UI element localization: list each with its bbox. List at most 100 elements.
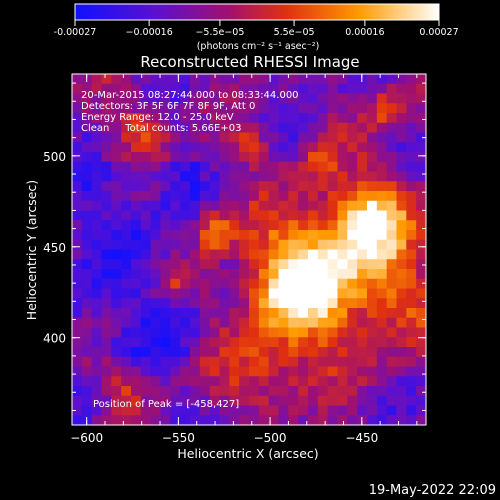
heatmap-cell — [209, 405, 221, 416]
heatmap-cell — [258, 298, 270, 309]
heatmap-cell — [81, 317, 93, 329]
heatmap-cell — [150, 308, 162, 319]
heatmap-cell — [416, 298, 426, 309]
heatmap-cell — [121, 366, 132, 377]
heatmap-cell — [268, 259, 280, 270]
heatmap-cell — [317, 103, 329, 114]
heatmap-cell — [317, 356, 329, 368]
heatmap-cell — [160, 317, 171, 329]
heatmap-cell — [190, 308, 201, 319]
heatmap-cell — [81, 220, 93, 231]
heatmap-cell — [91, 356, 103, 368]
heatmap-cell — [337, 249, 348, 260]
heatmap-cell — [121, 386, 132, 397]
heatmap-cell — [308, 317, 319, 329]
heatmap-cell — [239, 220, 250, 231]
heatmap-cell — [170, 366, 181, 377]
heatmap-cell — [416, 93, 426, 104]
heatmap-cell — [288, 288, 299, 299]
heatmap-cell — [317, 366, 329, 377]
heatmap-cell — [317, 230, 329, 241]
heatmap-cell — [347, 327, 358, 338]
heatmap-cell — [101, 122, 112, 134]
heatmap-cell — [150, 161, 162, 173]
y-tick-label: 500 — [43, 150, 66, 164]
heatmap-cell — [278, 298, 289, 309]
heatmap-cell — [317, 405, 329, 416]
heatmap-cell — [308, 366, 319, 377]
heatmap-cell — [91, 239, 103, 251]
heatmap-cell — [308, 249, 319, 260]
heatmap-cell — [396, 132, 407, 143]
heatmap-cell — [367, 337, 378, 348]
heatmap-cell — [298, 142, 309, 153]
heatmap-cell — [160, 327, 171, 338]
heatmap-cell — [131, 395, 142, 407]
heatmap-cell — [268, 230, 280, 241]
heatmap-cell — [229, 386, 240, 397]
heatmap-cell — [150, 327, 162, 338]
heatmap-cell — [268, 356, 280, 368]
heatmap-cell — [72, 288, 83, 299]
heatmap-cell — [367, 415, 378, 425]
heatmap-cell — [268, 376, 280, 387]
heatmap-cell — [180, 74, 191, 85]
heatmap-cell — [190, 366, 201, 377]
heatmap-cell — [288, 298, 299, 309]
heatmap-cell — [386, 327, 398, 338]
heatmap-cell — [298, 132, 309, 143]
heatmap-cell — [406, 239, 417, 251]
heatmap-cell — [219, 249, 230, 260]
heatmap-cell — [180, 415, 191, 425]
heatmap-cell — [278, 405, 289, 416]
heatmap-cell — [367, 288, 378, 299]
heatmap-cell — [258, 376, 270, 387]
heatmap-cell — [376, 191, 388, 202]
heatmap-cell — [170, 395, 181, 407]
colorbar-tick-label: 0.00016 — [345, 27, 384, 38]
heatmap-cell — [416, 200, 426, 212]
heatmap-cell — [180, 356, 191, 368]
heatmap-cell — [219, 142, 230, 153]
heatmap-cell — [337, 288, 348, 299]
heatmap-cell — [258, 132, 270, 143]
heatmap-cell — [258, 269, 270, 280]
heatmap-cell — [160, 269, 171, 280]
heatmap-cell — [288, 395, 299, 407]
heatmap-cell — [317, 308, 329, 319]
heatmap-cell — [111, 395, 122, 407]
heatmap-cell — [396, 347, 407, 358]
heatmap-cell — [376, 317, 388, 329]
heatmap-cell — [229, 288, 240, 299]
heatmap-cell — [229, 259, 240, 270]
heatmap-cell — [268, 239, 280, 251]
heatmap-cell — [357, 171, 368, 182]
heatmap-cell — [367, 278, 378, 290]
heatmap-cell — [386, 259, 398, 270]
heatmap-cell — [190, 278, 201, 290]
heatmap-cell — [131, 181, 142, 192]
heatmap-cell — [101, 415, 112, 425]
heatmap-cell — [170, 249, 181, 260]
heatmap-cell — [91, 93, 103, 104]
heatmap-cell — [317, 83, 329, 95]
heatmap-cell — [180, 395, 191, 407]
heatmap-cell — [347, 191, 358, 202]
heatmap-cell — [121, 191, 132, 202]
heatmap-cell — [72, 405, 83, 416]
heatmap-cell — [258, 103, 270, 114]
heatmap-cell — [121, 269, 132, 280]
heatmap-cell — [91, 308, 103, 319]
heatmap-cell — [209, 415, 221, 425]
heatmap-cell — [111, 386, 122, 397]
colorbar-tick-label: 0.00027 — [419, 27, 458, 38]
heatmap-cell — [150, 386, 162, 397]
heatmap-cell — [337, 278, 348, 290]
heatmap-cell — [91, 386, 103, 397]
heatmap-cell — [249, 191, 260, 202]
heatmap-cell — [199, 366, 211, 377]
heatmap-cell — [317, 278, 329, 290]
heatmap-cell — [229, 249, 240, 260]
heatmap-cell — [111, 249, 122, 260]
heatmap-cell — [327, 74, 339, 85]
